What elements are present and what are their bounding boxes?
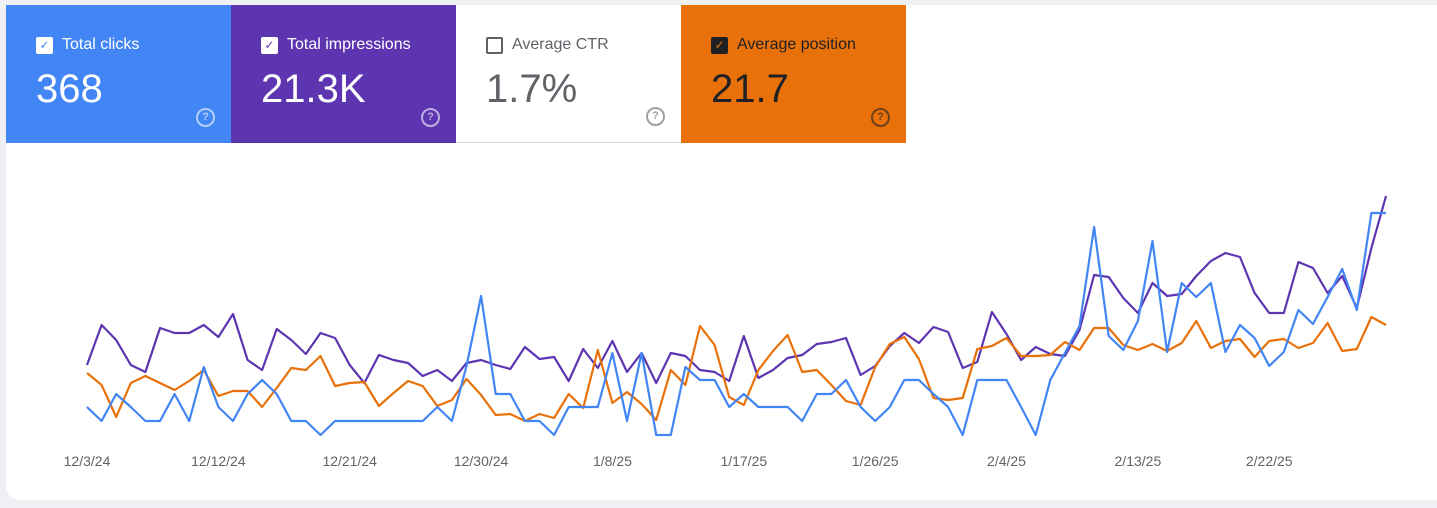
x-tick-label: 1/17/25 (720, 453, 767, 469)
metric-label: Average CTR (512, 36, 609, 53)
metric-value: 368 (36, 67, 103, 111)
metric-label: Total clicks (62, 36, 140, 53)
help-icon[interactable]: ? (421, 108, 440, 127)
metric-label: Average position (737, 36, 856, 53)
metric-value: 21.3K (261, 67, 366, 111)
metric-value: 1.7% (486, 67, 578, 111)
x-tick-label: 12/30/24 (454, 453, 509, 469)
metric-label-row: ✓ Average position (711, 36, 856, 54)
metric-card[interactable]: ✓ Average position 21.7? (681, 5, 906, 143)
metric-label: Total impressions (287, 36, 411, 53)
metric-cards: ✓ Total clicks 368? ✓ Total impressions 21.3K… (6, 5, 906, 143)
metric-card[interactable]: ✓ Total impressions 21.3K? (231, 5, 456, 143)
checkbox[interactable]: ✓ (36, 36, 53, 54)
x-tick-label: 12/3/24 (64, 453, 111, 469)
help-icon[interactable]: ? (646, 107, 665, 126)
metric-card[interactable]: Average CTR 1.7%? (456, 5, 681, 143)
metric-label-row: Average CTR (486, 36, 609, 54)
checkbox[interactable]: ✓ (261, 36, 278, 54)
checkbox[interactable] (486, 36, 503, 54)
help-icon[interactable]: ? (196, 108, 215, 127)
x-tick-label: 2/13/25 (1115, 453, 1162, 469)
x-tick-label: 2/4/25 (987, 453, 1026, 469)
x-tick-label: 12/12/24 (191, 453, 246, 469)
checkbox[interactable]: ✓ (711, 36, 728, 54)
metric-label-row: ✓ Total impressions (261, 36, 411, 54)
check-mark: ✓ (714, 38, 725, 52)
metric-value: 21.7 (711, 67, 789, 111)
x-tick-label: 1/8/25 (593, 453, 632, 469)
x-tick-label: 12/21/24 (322, 453, 377, 469)
check-mark: ✓ (39, 38, 50, 52)
series-line (86, 211, 1386, 437)
metric-card[interactable]: ✓ Total clicks 368? (6, 5, 231, 143)
metric-label-row: ✓ Total clicks (36, 36, 139, 54)
series-line (85, 195, 1388, 385)
help-icon[interactable]: ? (871, 108, 890, 127)
x-tick-label: 1/26/25 (852, 453, 899, 469)
check-mark: ✓ (264, 38, 275, 52)
x-tick-label: 2/22/25 (1246, 453, 1293, 469)
